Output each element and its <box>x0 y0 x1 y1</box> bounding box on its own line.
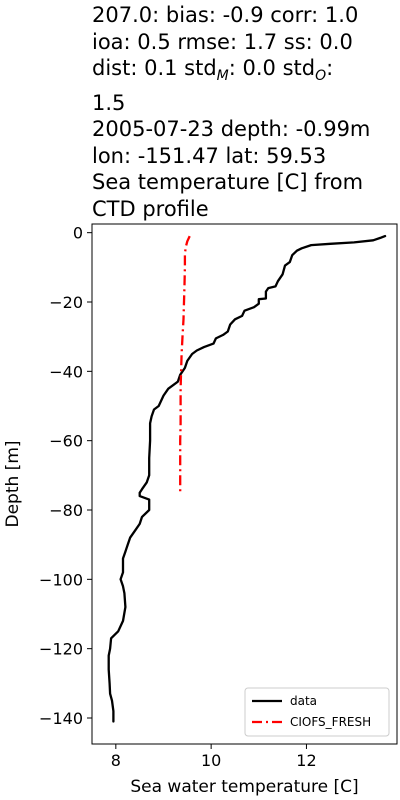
title-line-stats-1: 207.0: bias: -0.9 corr: 1.0 <box>92 3 359 27</box>
title-line-lonlat: lon: -151.47 lat: 59.53 <box>92 143 327 168</box>
title-line-variable: Sea temperature [C] from <box>92 170 364 195</box>
x-tick-label: 10 <box>201 751 221 770</box>
series-line-data <box>107 234 387 723</box>
title-line-stats-2: ioa: 0.5 rmse: 1.7 ss: 0.0 <box>92 29 353 54</box>
y-tick-label: −120 <box>39 640 83 659</box>
y-axis-label: Depth [m] <box>3 440 23 527</box>
x-tick-label: 12 <box>296 751 316 770</box>
title-std-text: : 0.0 std <box>228 56 316 80</box>
legend: data CIOFS_FRESH <box>244 687 390 737</box>
title-colon: : <box>326 56 334 80</box>
legend-label: data <box>290 694 317 708</box>
y-tick-label: 0 <box>73 224 83 243</box>
title-sub-m: M <box>216 68 229 85</box>
series-line-ciofs-fresh <box>179 235 191 493</box>
title-dist-text: dist: 0.1 std <box>92 56 217 80</box>
y-tick-label: −40 <box>49 362 83 381</box>
series-layer <box>107 234 387 723</box>
title-line-date-depth: 2005-07-23 depth: -0.99m <box>92 117 371 142</box>
title-line-stats-4: 1.5 <box>92 90 126 115</box>
title-line-source: CTD profile <box>92 196 209 221</box>
title-line-stats-3: dist: 0.1 stdM: 0.0 stdO: <box>92 55 398 90</box>
y-tick-label: −80 <box>49 501 83 520</box>
chart-title: 207.0: bias: -0.9 corr: 1.0 ioa: 0.5 rms… <box>92 2 398 222</box>
ticks-layer: 8 10 12 0 −20 −40 −60 −80 −100 −120 −140 <box>39 224 317 770</box>
x-axis-label: Sea water temperature [C] <box>130 777 358 797</box>
title-sub-o: O <box>315 68 327 85</box>
y-tick-label: −20 <box>49 293 83 312</box>
y-tick-label: −100 <box>39 570 83 589</box>
y-tick-label: −60 <box>49 432 83 451</box>
axes-frame <box>91 223 398 745</box>
x-tick-label: 8 <box>111 751 121 770</box>
legend-label: CIOFS_FRESH <box>290 715 371 729</box>
y-tick-label: −140 <box>39 709 83 728</box>
